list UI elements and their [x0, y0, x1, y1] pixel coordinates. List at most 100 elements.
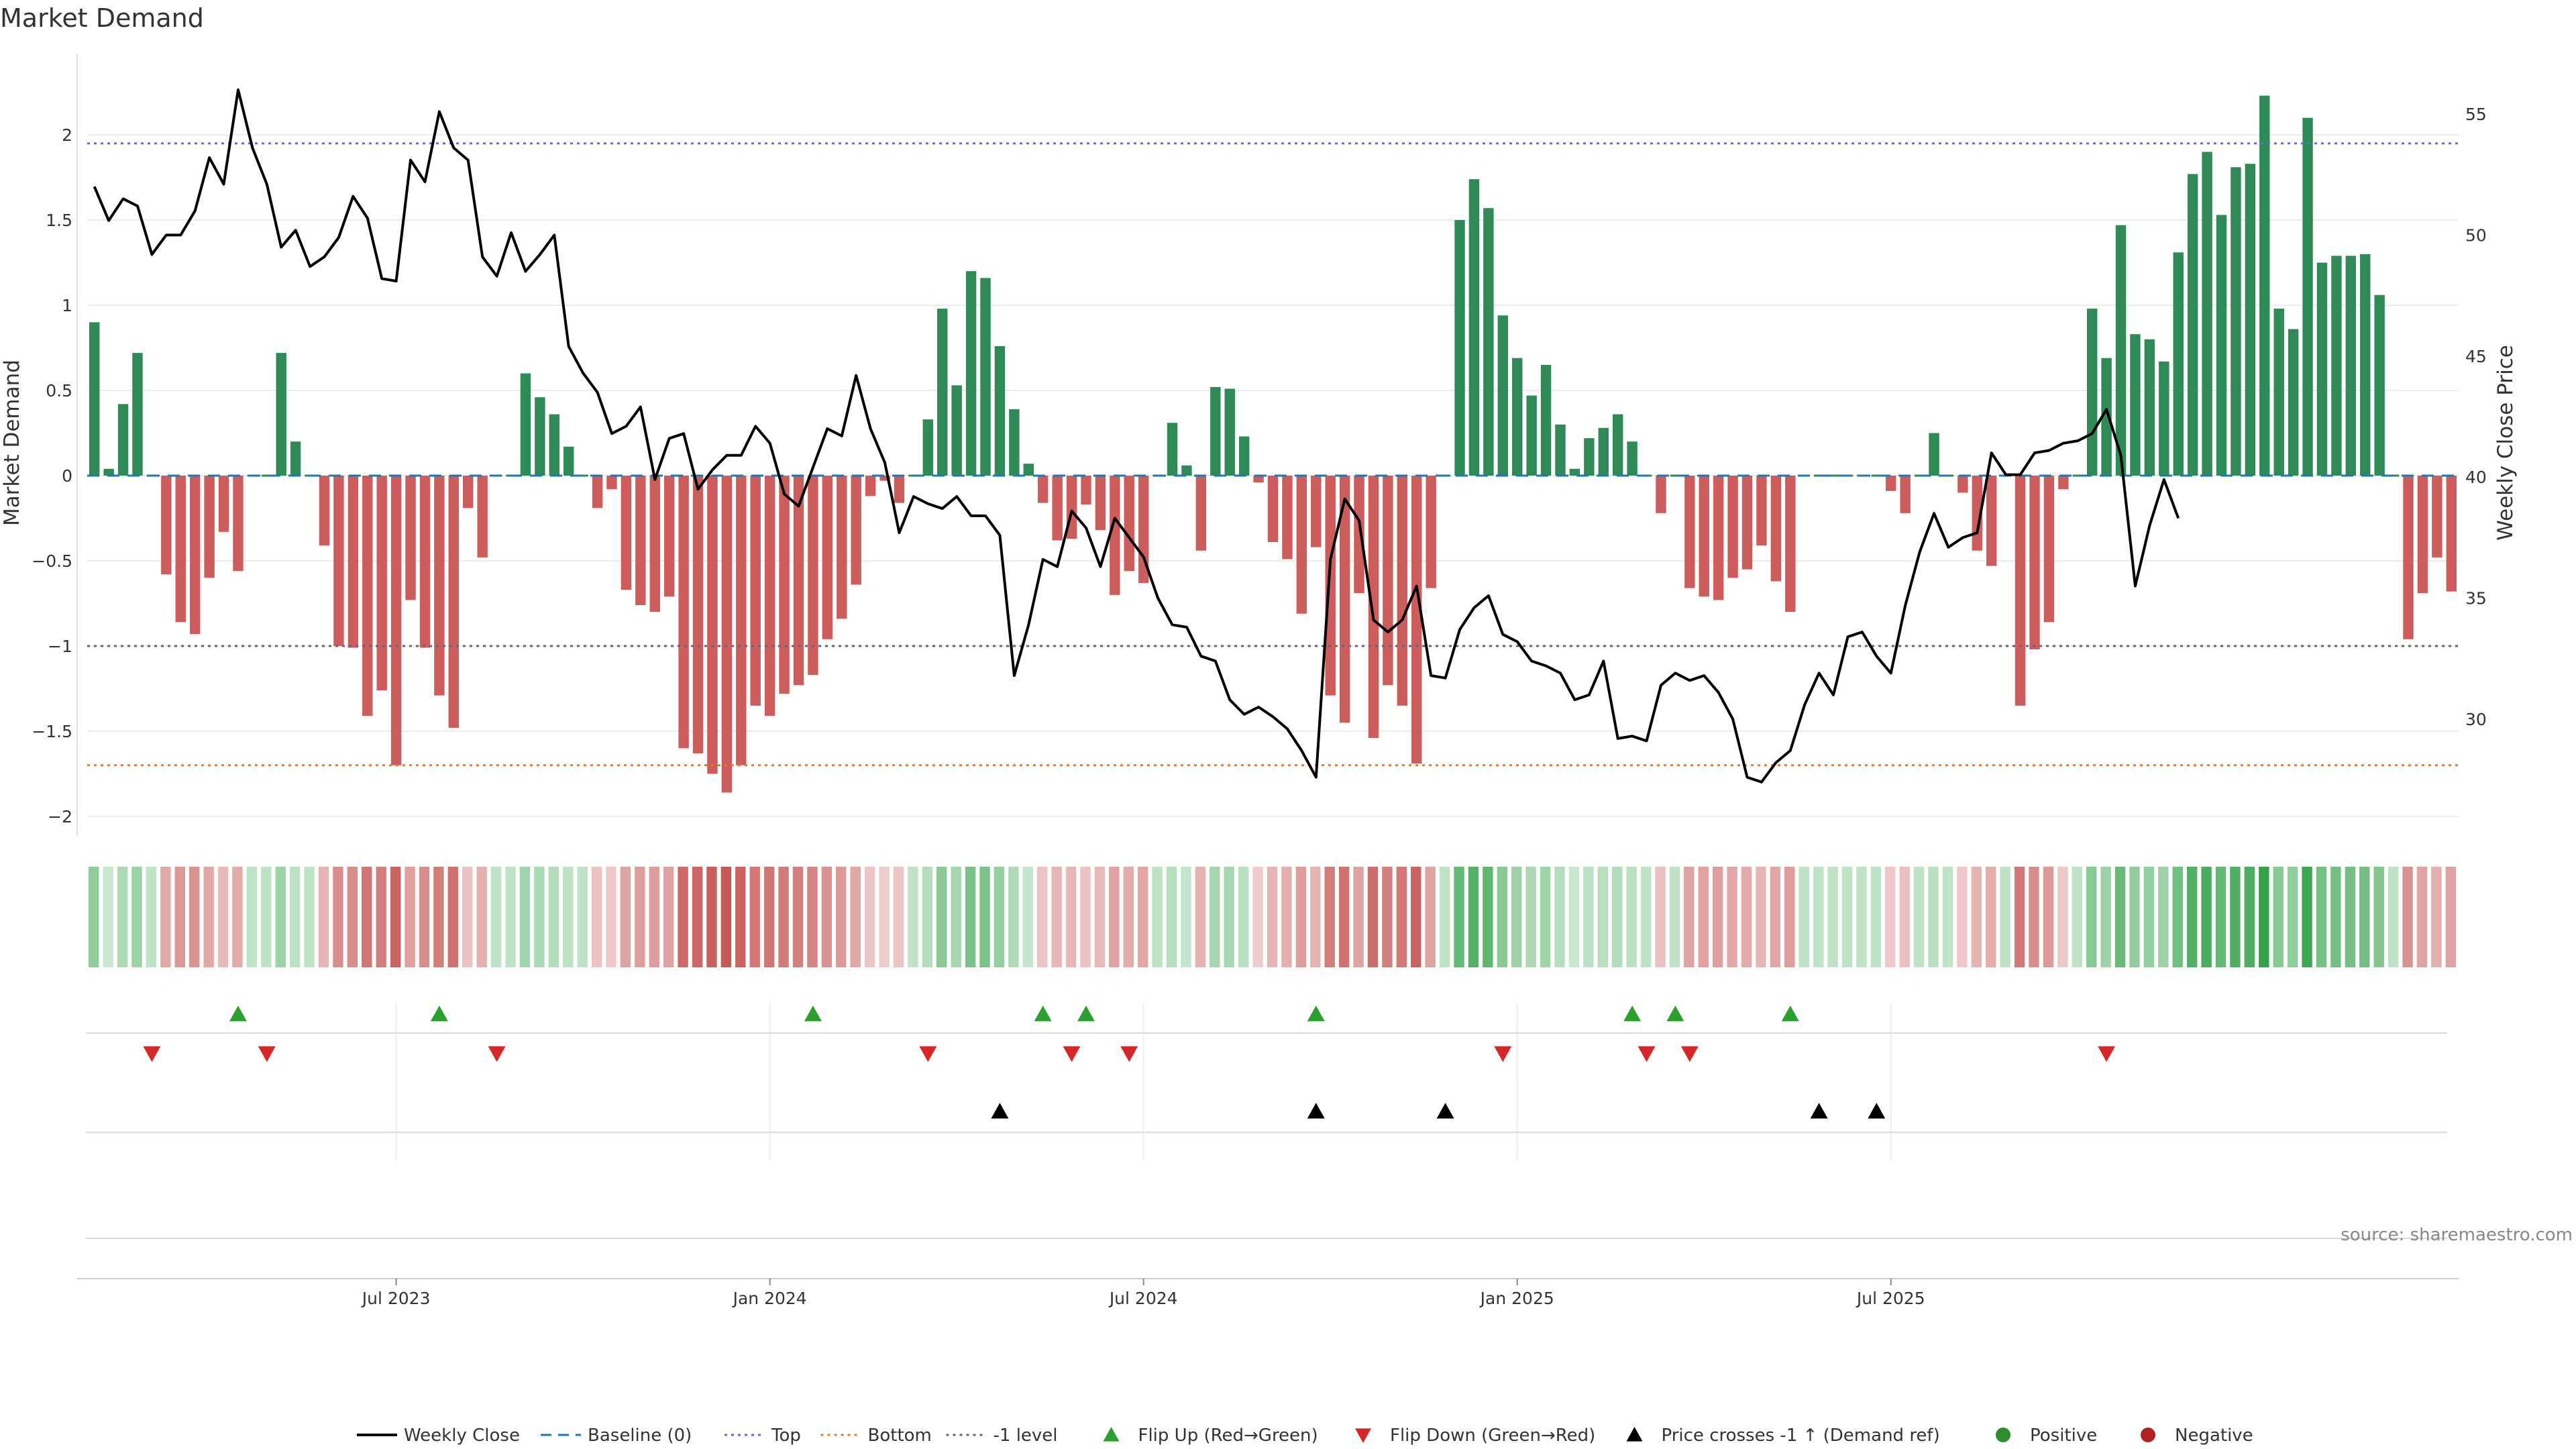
demand-bar-negative [434, 476, 445, 696]
heat-cell [2043, 867, 2054, 967]
demand-bar-positive [1569, 468, 1580, 476]
demand-bar-negative [692, 476, 704, 754]
demand-bar-negative [837, 476, 847, 619]
heat-cell [1684, 867, 1695, 967]
heat-cell [2244, 867, 2255, 967]
heat-cell [1784, 867, 1795, 967]
heat-cell [1367, 867, 1379, 967]
demand-bar-negative [1713, 476, 1724, 600]
legend-label: Flip Down (Green→Red) [1390, 1426, 1595, 1446]
source-text: source: sharemaestro.com [2341, 1225, 2573, 1245]
heat-cell [692, 867, 703, 967]
y-tick-label: 1.5 [46, 211, 72, 230]
demand-bar-negative [1886, 476, 1896, 491]
demand-bar-positive [549, 414, 560, 476]
demand-bar-negative [1110, 476, 1120, 595]
demand-bar-positive [2273, 309, 2284, 476]
heat-cell [1841, 867, 1853, 967]
heat-cell [850, 867, 861, 967]
heat-cell [1885, 867, 1896, 967]
demand-bar-negative [1081, 476, 1091, 505]
demand-bar-negative [1253, 476, 1264, 483]
demand-bar-negative [405, 476, 416, 600]
demand-bars [89, 95, 2457, 793]
demand-bar-negative [1756, 476, 1767, 546]
heat-cell [2114, 867, 2126, 967]
flip-down-marker [919, 1046, 937, 1062]
demand-bar-positive [1497, 315, 1509, 476]
signal-markers [86, 1003, 2447, 1239]
heat-cell [1123, 867, 1134, 967]
y-tick-label: 2 [62, 125, 72, 145]
demand-bar-positive [2259, 95, 2270, 476]
demand-bar-positive [2216, 215, 2227, 476]
x-tick-label: Jan 2024 [732, 1289, 807, 1308]
flip-down-marker [1063, 1046, 1081, 1062]
heat-cell [2330, 867, 2341, 967]
heat-cell [189, 867, 200, 967]
heat-cell [965, 867, 976, 967]
demand-bar-negative [721, 476, 733, 793]
demand-bar-positive [2302, 117, 2313, 476]
legend-swatch-triangle-up [1626, 1427, 1643, 1442]
demand-bar-negative [1296, 476, 1307, 614]
demand-bar-negative [463, 476, 474, 508]
heat-cell [577, 867, 588, 967]
demand-bar-positive [937, 309, 948, 476]
heat-cell [2201, 867, 2212, 967]
y-axis-label: Market Demand [0, 360, 24, 526]
x-tick-label: Jul 2024 [1108, 1289, 1178, 1308]
heat-cell [836, 867, 847, 967]
heat-cell [419, 867, 430, 967]
demand-bar-negative [1311, 476, 1322, 547]
heat-cell [1712, 867, 1723, 967]
demand-bar-positive [563, 446, 574, 476]
heat-cell [304, 867, 315, 967]
demand-bar-negative [635, 476, 646, 606]
heat-cell [1094, 867, 1106, 967]
heat-cell [2359, 867, 2370, 967]
demand-bar-positive [2345, 256, 2357, 476]
y2-tick-label: 35 [2465, 589, 2487, 608]
heat-cell [1497, 867, 1507, 967]
heat-cell [1281, 867, 1292, 967]
heat-cell [2445, 867, 2456, 967]
heat-cell [2302, 867, 2312, 967]
demand-bar-positive [1540, 364, 1552, 476]
flip-up-marker [804, 1006, 822, 1022]
heat-cell [2014, 867, 2025, 967]
demand-bar-positive [1224, 388, 1235, 476]
demand-bar-negative [2058, 476, 2069, 490]
demand-bar-positive [2187, 174, 2198, 476]
demand-bar-negative [592, 476, 603, 508]
price-cross-marker [1307, 1103, 1325, 1119]
demand-bar-negative [1267, 476, 1279, 543]
heat-cell [1210, 867, 1220, 967]
heat-cell [1655, 867, 1666, 967]
demand-bar-positive [89, 322, 100, 476]
heat-cell [2273, 867, 2284, 967]
heat-cell [1396, 867, 1407, 967]
demand-bar-positive [2360, 254, 2371, 476]
legend-label: Baseline (0) [588, 1426, 692, 1446]
heat-cell [1195, 867, 1206, 967]
heat-cell [2316, 867, 2327, 967]
heat-cell [1971, 867, 1982, 967]
heat-cell [1770, 867, 1781, 967]
heat-cell [792, 867, 804, 967]
heat-cell [333, 867, 343, 967]
heat-cell [1899, 867, 1910, 967]
heat-cell [1626, 867, 1637, 967]
flip-up-marker [430, 1006, 448, 1022]
demand-bar-negative [1397, 476, 1408, 706]
flip-down-marker [1494, 1046, 1512, 1062]
demand-bar-negative [894, 476, 905, 503]
heat-cell [1799, 867, 1809, 967]
y-axis-ticks: 2 1.5 1 0.5 0 −0.5 −1 −1.5 −2 [32, 125, 72, 826]
demand-bar-negative [736, 476, 747, 765]
demand-bar-negative [1124, 476, 1134, 572]
price-cross-marker [1436, 1103, 1454, 1119]
demand-bar-positive [1167, 423, 1178, 476]
demand-bar-negative [218, 476, 229, 532]
heat-cell [1252, 867, 1263, 967]
